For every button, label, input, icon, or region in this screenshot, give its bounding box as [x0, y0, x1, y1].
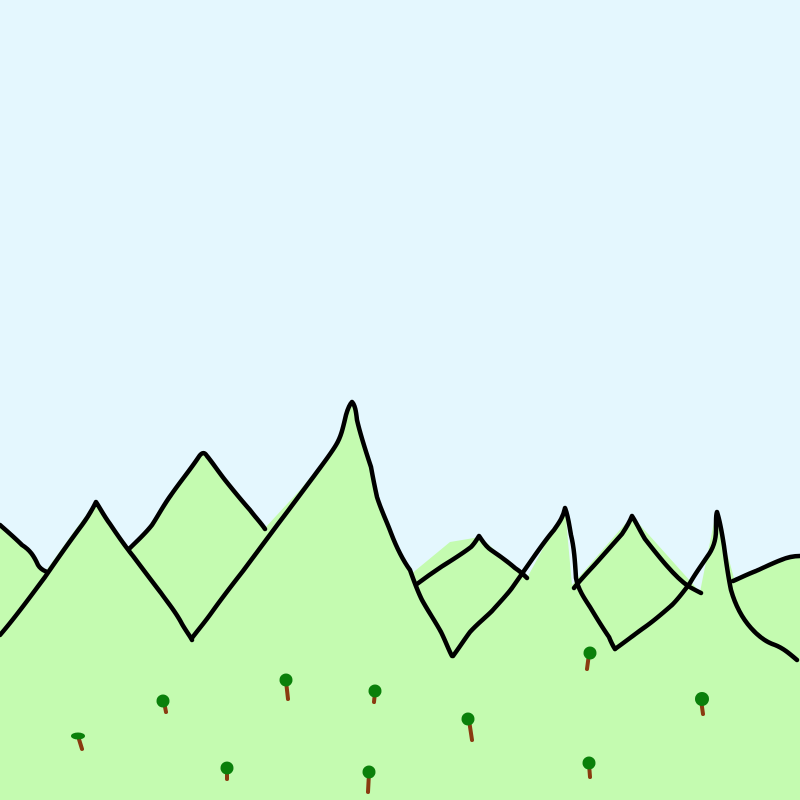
tree-foliage [461, 712, 475, 726]
mountain-1 [0, 499, 195, 643]
tree [582, 756, 596, 779]
trees [71, 646, 709, 794]
mountain-7 [612, 509, 800, 663]
tree-foliage [362, 765, 376, 779]
tree [368, 684, 382, 704]
tree [279, 673, 293, 701]
tree-foliage [368, 684, 382, 698]
tree [461, 712, 475, 742]
mountain-5 [450, 505, 618, 659]
tree [695, 692, 709, 716]
tree-foliage [279, 673, 293, 687]
mountain-2 [127, 450, 268, 551]
tree-foliage [71, 732, 85, 740]
tree [362, 765, 376, 794]
tree [583, 646, 597, 671]
mountain-outlines [0, 399, 800, 663]
tree-foliage [156, 694, 170, 708]
tree-foliage [220, 761, 234, 775]
tree-foliage [582, 756, 596, 770]
tree [156, 694, 170, 714]
tree-foliage [695, 692, 709, 706]
mountain-4 [414, 533, 530, 587]
tree [220, 761, 234, 781]
mountain-8 [730, 553, 800, 584]
mountain-left-edge [0, 522, 50, 575]
tree [71, 732, 85, 751]
grass-and-mountains [0, 402, 800, 800]
tree-foliage [583, 646, 597, 660]
